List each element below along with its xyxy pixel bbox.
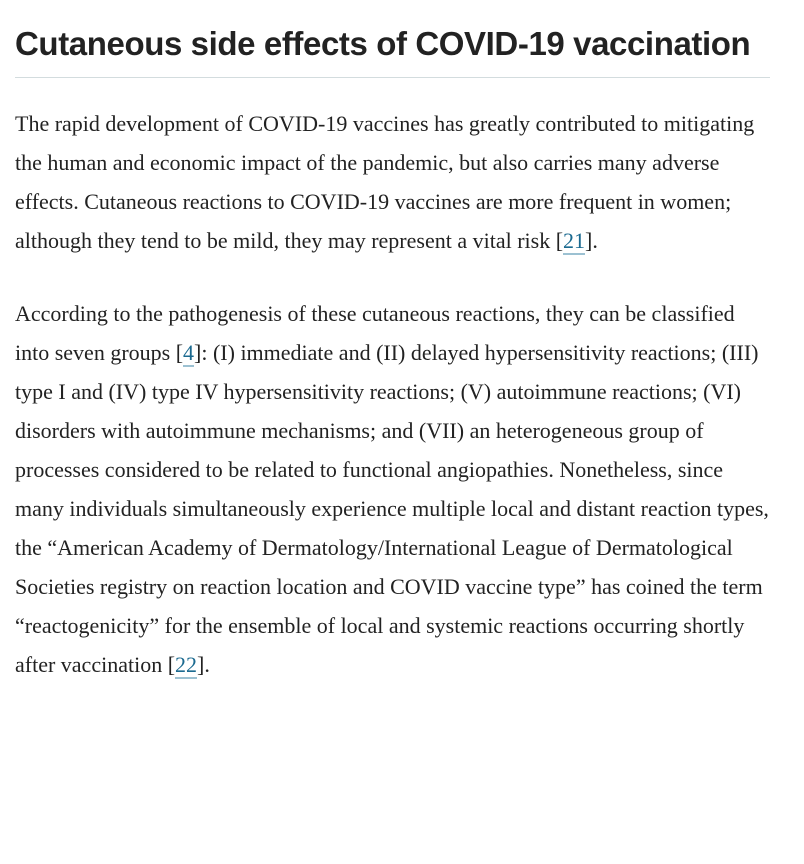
paragraph-2-text-2: ]: (I) immediate and (II) delayed hypers… — [15, 340, 769, 678]
paragraph-2: According to the pathogenesis of these c… — [15, 294, 770, 684]
paragraph-1-text: The rapid development of COVID-19 vaccin… — [15, 111, 755, 254]
section-heading: Cutaneous side effects of COVID-19 vacci… — [15, 25, 751, 62]
paragraph-1-text-end: ]. — [585, 228, 598, 254]
paragraph-2-text-1: According to the pathogenesis of these c… — [15, 301, 735, 366]
heading-divider — [15, 77, 770, 79]
paragraph-1: The rapid development of COVID-19 vaccin… — [15, 104, 770, 260]
paragraph-2-text-3: ]. — [197, 652, 210, 678]
citation-link-4[interactable]: 4 — [183, 340, 195, 368]
citation-link-22[interactable]: 22 — [175, 652, 198, 680]
citation-link-21[interactable]: 21 — [563, 228, 586, 256]
article-section: Cutaneous side effects of COVID-19 vacci… — [15, 25, 770, 684]
